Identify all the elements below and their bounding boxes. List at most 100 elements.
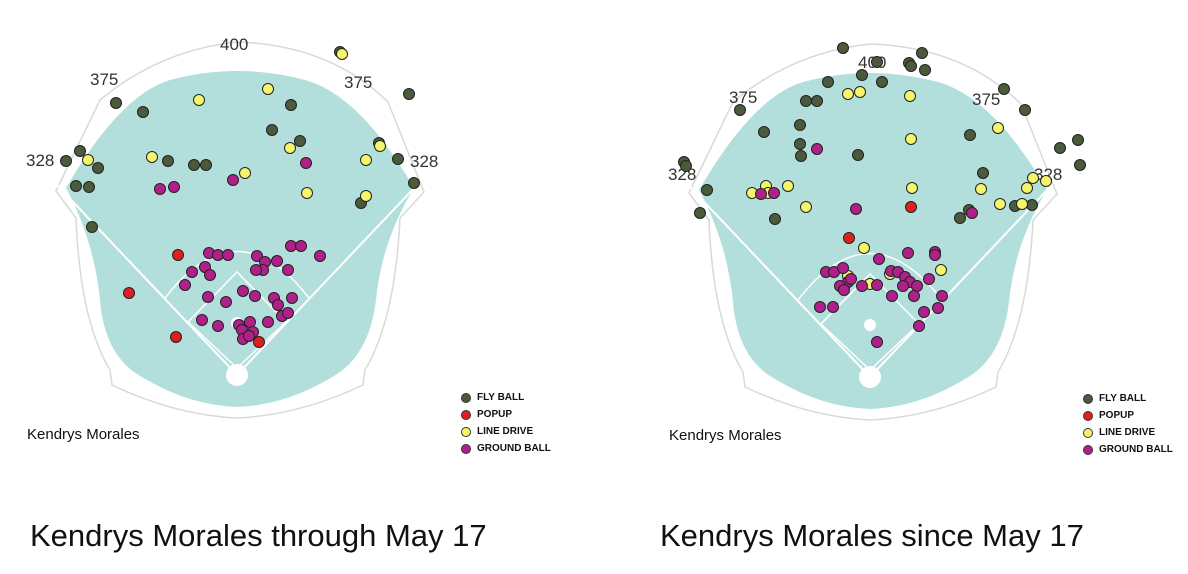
data-point <box>1016 198 1028 210</box>
data-point <box>794 138 806 150</box>
data-point <box>902 247 914 259</box>
data-point <box>403 88 415 100</box>
data-point <box>86 221 98 233</box>
data-point <box>168 181 180 193</box>
legend-swatch <box>461 443 471 454</box>
data-point <box>858 242 870 254</box>
legend-entry: POPUP <box>461 406 551 423</box>
playing-field <box>66 71 414 407</box>
legend-label: POPUP <box>1099 410 1135 421</box>
data-point <box>1040 175 1052 187</box>
data-point <box>876 76 888 88</box>
data-point <box>249 290 261 302</box>
data-point <box>905 133 917 145</box>
legend-entry: FLY BALL <box>461 389 551 406</box>
legend-label: FLY BALL <box>477 392 525 403</box>
distance-label: 375 <box>729 88 757 107</box>
legend-label: POPUP <box>477 409 513 420</box>
legend-swatch <box>1083 427 1093 438</box>
data-point <box>196 314 208 326</box>
distance-label: 375 <box>90 70 118 89</box>
data-point <box>975 183 987 195</box>
data-point <box>227 174 239 186</box>
data-point <box>392 153 404 165</box>
data-point <box>904 90 916 102</box>
data-point <box>734 104 746 116</box>
data-point <box>856 280 868 292</box>
legend-label: FLY BALL <box>1099 393 1147 404</box>
data-point <box>282 264 294 276</box>
data-point <box>193 94 205 106</box>
legend-entry: FLY BALL <box>1083 390 1173 407</box>
data-point <box>253 336 265 348</box>
data-point <box>908 290 920 302</box>
data-point <box>845 273 857 285</box>
data-point <box>70 180 82 192</box>
ballpark <box>688 43 1058 421</box>
data-point <box>250 264 262 276</box>
data-point <box>285 99 297 111</box>
data-point <box>856 69 868 81</box>
legend-swatch <box>461 392 471 403</box>
data-point <box>294 135 306 147</box>
legend-swatch <box>1083 410 1093 421</box>
data-point <box>800 95 812 107</box>
player-label: Kendrys Morales <box>27 426 140 443</box>
outfield-wall-outline <box>688 43 1058 421</box>
data-point <box>83 181 95 193</box>
data-point <box>800 201 812 213</box>
data-point <box>871 279 883 291</box>
data-point <box>966 207 978 219</box>
data-point <box>954 212 966 224</box>
data-point <box>360 190 372 202</box>
data-point <box>897 280 909 292</box>
legend-swatch <box>1083 444 1093 455</box>
data-point <box>838 284 850 296</box>
data-point <box>200 159 212 171</box>
data-point <box>284 142 296 154</box>
data-point <box>272 299 284 311</box>
data-point <box>285 240 297 252</box>
data-point <box>769 213 781 225</box>
data-point <box>932 302 944 314</box>
legend: FLY BALL POPUP LINE DRIVE GROUND BALL <box>1083 390 1173 458</box>
spray-chart-left: 400 375 375 328 328 <box>26 35 438 419</box>
distance-label: 328 <box>410 152 438 171</box>
infield-diamond <box>819 272 921 372</box>
distance-label: 375 <box>972 90 1000 109</box>
data-point <box>282 307 294 319</box>
data-point <box>905 60 917 72</box>
data-point <box>916 47 928 59</box>
data-point <box>251 250 263 262</box>
data-point <box>262 83 274 95</box>
data-point <box>336 48 348 60</box>
data-point <box>871 56 883 68</box>
outfield-wall-outline <box>55 41 425 419</box>
data-point <box>701 184 713 196</box>
legend-swatch <box>461 409 471 420</box>
data-point <box>1054 142 1066 154</box>
chart-title: Kendrys Morales through May 17 <box>30 518 487 553</box>
home-plate <box>226 364 248 386</box>
data-point <box>212 320 224 332</box>
data-point <box>827 301 839 313</box>
data-point <box>918 306 930 318</box>
legend-swatch <box>1083 393 1093 404</box>
legend-label: GROUND BALL <box>477 443 551 454</box>
data-point <box>936 290 948 302</box>
data-point <box>60 155 72 167</box>
data-point <box>873 253 885 265</box>
data-point <box>271 255 283 267</box>
infield-diamond <box>186 270 288 370</box>
data-point <box>237 285 249 297</box>
chart-panel-left: 400 375 375 328 328 Kendrys Morales FLY BALL… <box>26 35 551 553</box>
data-point <box>202 291 214 303</box>
data-point <box>188 159 200 171</box>
data-point <box>82 154 94 166</box>
data-point <box>795 150 807 162</box>
data-point <box>220 296 232 308</box>
data-point <box>154 183 166 195</box>
legend-label: LINE DRIVE <box>477 426 534 437</box>
legend-entry: POPUP <box>1083 407 1173 424</box>
data-point <box>852 149 864 161</box>
